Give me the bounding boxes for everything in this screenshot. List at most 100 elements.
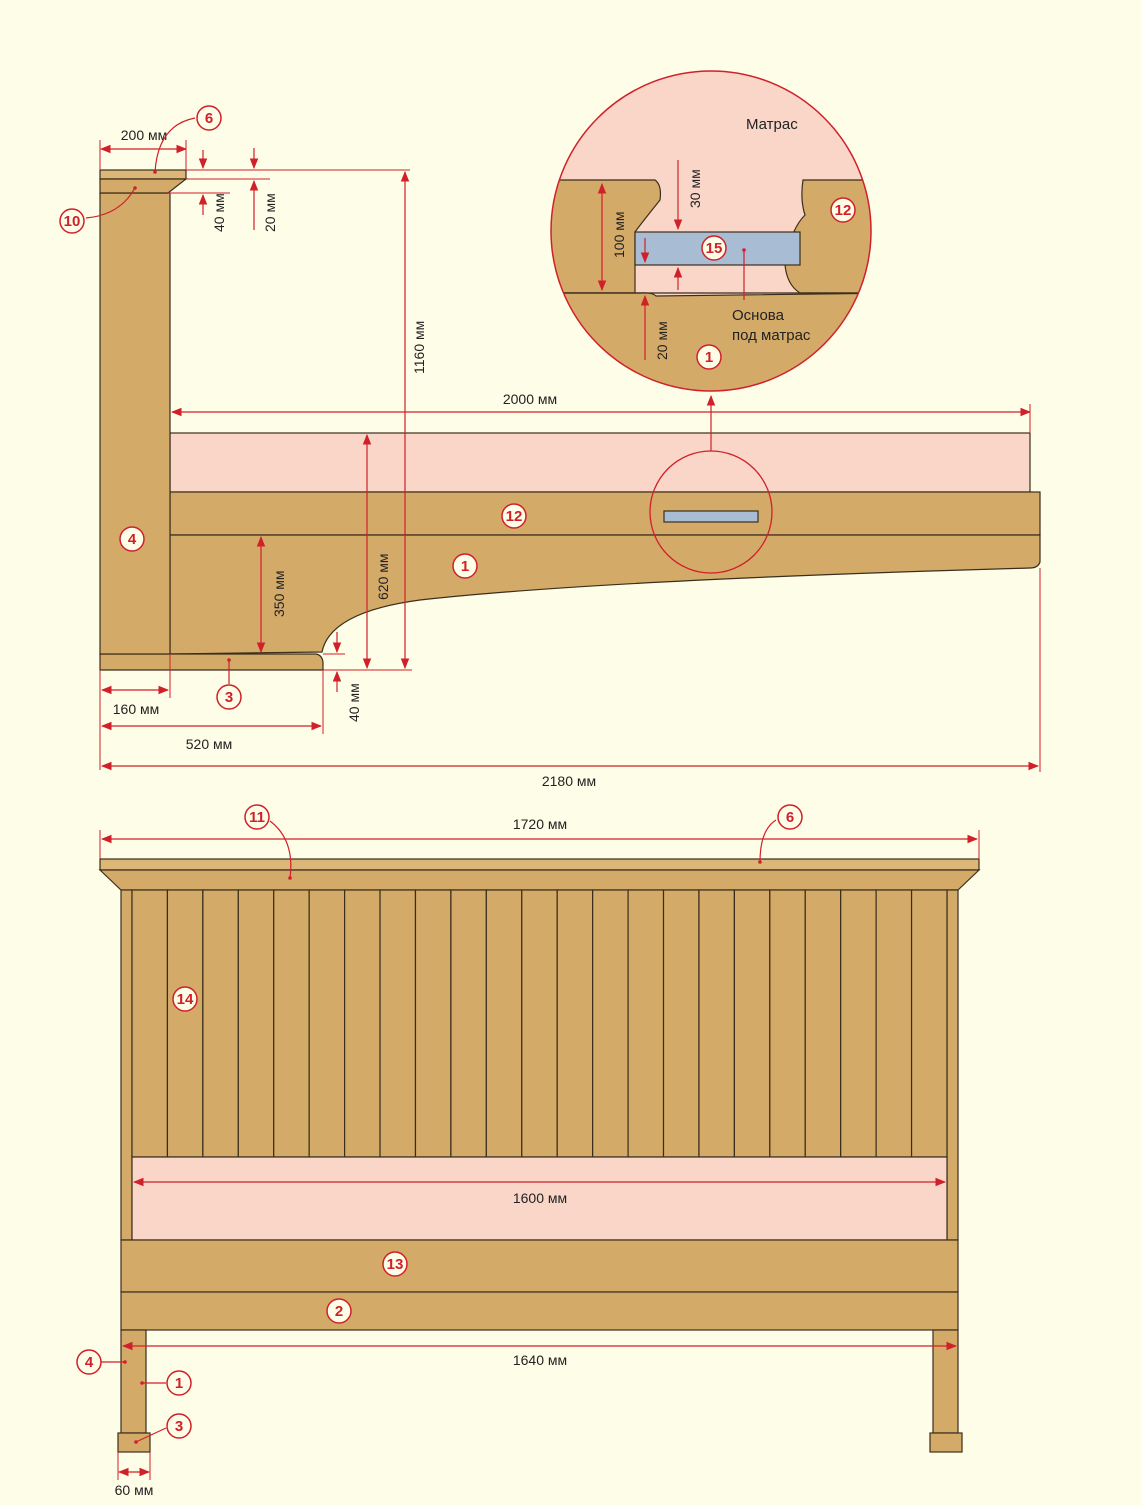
svg-text:12: 12 (506, 508, 523, 525)
dim-length-inner: 2000 мм (503, 391, 557, 407)
front-right-post (946, 889, 959, 1241)
front-rail-2 (120, 1291, 959, 1331)
callout-side-10: 10 (59, 208, 85, 234)
side-cap-top (99, 169, 187, 180)
side-mattress (169, 432, 1031, 493)
dim-top-width: 1720 мм (513, 816, 567, 832)
callout-side-4: 4 (119, 526, 145, 552)
svg-text:4: 4 (128, 531, 137, 548)
headboard-slat (237, 889, 275, 1158)
mattress-label: Матрас (746, 116, 798, 133)
callout-front-3: 3 (166, 1413, 192, 1439)
callout-side-1: 1 (452, 553, 478, 579)
front-slats (131, 889, 948, 1158)
headboard-slat (485, 889, 523, 1158)
dim-top-gap: 30 мм (687, 169, 703, 208)
base-label-line2: под матрас (732, 327, 811, 344)
headboard-slat (556, 889, 594, 1158)
dim-leg-height: 350 мм (271, 571, 287, 618)
front-cap-top (99, 858, 980, 871)
front-left-foot (117, 1432, 151, 1453)
dim-mattress-width: 1600 мм (513, 1190, 567, 1206)
callout-detail-1: 1 (696, 344, 722, 370)
dim-top-cap-width: 200 мм (121, 127, 168, 143)
svg-text:14: 14 (177, 991, 194, 1008)
dim-foot-length: 520 мм (186, 736, 233, 752)
front-view: 1720 мм 1600 мм 1640 мм 60 мм 11 6 14 (76, 804, 981, 1498)
svg-text:11: 11 (249, 809, 265, 826)
callout-side-12: 12 (501, 503, 527, 529)
headboard-slat (875, 889, 913, 1158)
headboard-slat (804, 889, 842, 1158)
headboard-slat (698, 889, 735, 1158)
headboard-slat (344, 889, 381, 1158)
callout-front-2: 2 (326, 1298, 352, 1324)
dim-cap-thickness: 40 мм (211, 193, 227, 232)
svg-text:10: 10 (64, 213, 81, 230)
front-right-foot (929, 1432, 963, 1453)
svg-text:3: 3 (175, 1418, 183, 1435)
base-label-line1: Основа (732, 307, 785, 324)
headboard-slat (521, 889, 558, 1158)
callout-side-3: 3 (216, 684, 242, 710)
headboard-slat (450, 889, 487, 1158)
callout-detail-12: 12 (830, 197, 856, 223)
headboard-slat (308, 889, 346, 1158)
headboard-slat (414, 889, 452, 1158)
front-cap-molding (98, 869, 981, 891)
headboard-slat (840, 889, 877, 1158)
svg-text:2: 2 (335, 1303, 343, 1320)
dim-leg-span: 1640 мм (513, 1352, 567, 1368)
headboard-slat (733, 889, 771, 1158)
headboard-slat (379, 889, 417, 1158)
callout-front-1: 1 (166, 1370, 192, 1396)
side-rail (169, 491, 1041, 536)
side-cap-molding (99, 178, 188, 194)
svg-text:3: 3 (225, 689, 233, 706)
svg-text:1: 1 (175, 1375, 183, 1392)
callout-front-14: 14 (172, 986, 198, 1012)
svg-text:13: 13 (387, 1256, 404, 1273)
dim-foot-offset: 40 мм (346, 683, 362, 722)
side-frame-curve (169, 534, 1041, 655)
side-base-slot (663, 510, 759, 523)
headboard-slat (131, 889, 169, 1158)
headboard-slat (166, 889, 204, 1158)
front-left-post (120, 889, 133, 1241)
callout-detail-15: 15 (701, 235, 727, 261)
svg-text:1: 1 (461, 558, 469, 575)
dim-rail-height: 100 мм (611, 212, 627, 259)
detail-view: Матрас Основа под матрас 100 мм 30 мм 20… (550, 70, 872, 392)
headboard-slat (202, 889, 239, 1158)
detail-lower-frame (551, 292, 871, 391)
svg-text:12: 12 (835, 202, 852, 219)
front-rail-13 (120, 1239, 959, 1293)
callout-front-13: 13 (382, 1251, 408, 1277)
side-view: 200 мм 40 мм 20 мм 1160 мм 2000 мм 620 м… (59, 105, 1041, 789)
callout-front-6: 6 (777, 804, 803, 830)
callout-front-11: 11 (244, 804, 270, 830)
callout-side-6: 6 (196, 105, 222, 131)
dim-total-height: 1160 мм (411, 321, 427, 374)
dim-leg-width: 60 мм (115, 1482, 154, 1498)
dim-post-width: 160 мм (113, 701, 160, 717)
dim-total-length: 2180 мм (542, 773, 596, 789)
svg-text:1: 1 (705, 349, 713, 366)
headboard-slat (273, 889, 310, 1158)
headboard-slat (910, 889, 948, 1158)
callout-front-4: 4 (76, 1349, 102, 1375)
svg-text:6: 6 (786, 809, 794, 826)
headboard-slat (627, 889, 665, 1158)
side-post (99, 192, 171, 655)
dim-cap-offset: 20 мм (262, 193, 278, 232)
dim-mattress-height: 620 мм (375, 554, 391, 601)
dim-bottom-gap: 20 мм (654, 321, 670, 360)
svg-text:6: 6 (205, 110, 213, 127)
svg-text:4: 4 (85, 1354, 94, 1371)
front-mattress (131, 1156, 948, 1241)
headboard-slat (592, 889, 629, 1158)
headboard-slat (769, 889, 806, 1158)
headboard-slat (662, 889, 700, 1158)
svg-text:15: 15 (706, 240, 723, 257)
